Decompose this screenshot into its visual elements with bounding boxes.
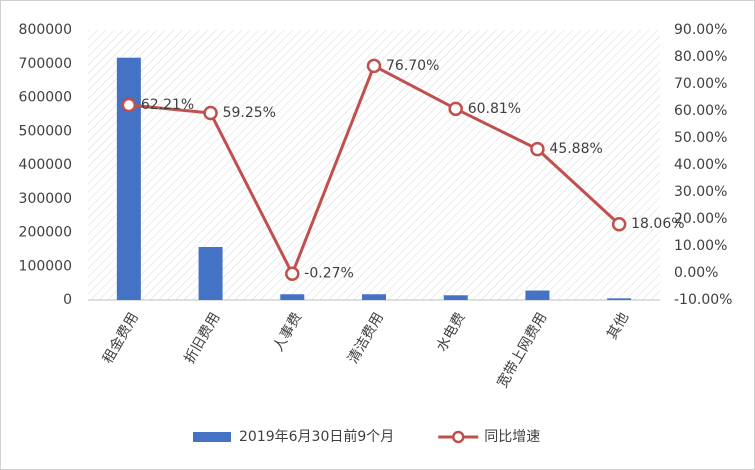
line-marker <box>285 266 300 281</box>
bar <box>443 295 468 300</box>
y-tick-label: 100000 <box>19 258 72 274</box>
data-label: 60.81% <box>468 101 521 117</box>
bar <box>362 294 386 300</box>
y2-tick-label: 80.00% <box>674 49 727 65</box>
data-label: 45.88% <box>549 141 602 157</box>
line-marker <box>366 58 382 74</box>
y2-tick-label: -10.00% <box>674 292 732 308</box>
legend-swatch <box>452 430 465 444</box>
data-label: 62.21% <box>141 97 194 113</box>
data-label: 59.25% <box>223 105 276 121</box>
y2-tick-label: 70.00% <box>674 76 727 92</box>
line-marker <box>448 101 463 117</box>
data-label: 18.06% <box>631 216 684 232</box>
data-label: -0.27% <box>304 266 354 282</box>
y-tick-label: 300000 <box>19 191 72 207</box>
y2-tick-label: 20.00% <box>674 211 727 227</box>
y2-tick-label: 40.00% <box>674 157 727 173</box>
data-label: 76.70% <box>386 58 439 74</box>
y2-tick-label: 60.00% <box>674 103 727 119</box>
line-marker <box>530 141 545 157</box>
y-tick-label: 0 <box>63 292 72 308</box>
y-tick-label: 400000 <box>19 157 72 173</box>
y-tick-label: 500000 <box>19 123 72 139</box>
line-marker <box>203 105 218 121</box>
bar <box>607 298 632 300</box>
y-tick-label: 600000 <box>19 90 72 106</box>
y2-tick-label: 0.00% <box>674 265 718 281</box>
legend-label: 同比增速 <box>484 429 540 445</box>
y-tick-label: 200000 <box>19 225 72 241</box>
y-tick-label: 700000 <box>19 56 72 72</box>
y-tick-label: 800000 <box>19 22 72 38</box>
bar <box>116 57 141 300</box>
bar <box>198 247 223 300</box>
line-marker <box>611 216 627 232</box>
y2-tick-label: 10.00% <box>674 238 727 254</box>
legend-label: 2019年6月30日前9个月 <box>239 428 394 445</box>
bar <box>525 290 550 300</box>
legend-swatch <box>193 432 231 442</box>
y2-tick-label: 30.00% <box>674 184 727 200</box>
line-marker <box>121 97 137 113</box>
y2-tick-label: 90.00% <box>674 22 727 38</box>
y2-tick-label: 50.00% <box>674 130 727 146</box>
bar <box>280 294 305 300</box>
plot-area <box>88 30 660 300</box>
